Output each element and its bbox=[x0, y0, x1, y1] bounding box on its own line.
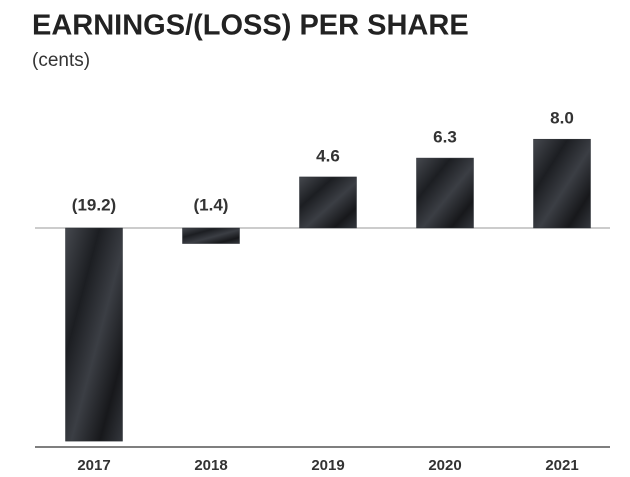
bar bbox=[533, 138, 591, 229]
data-label: (1.4) bbox=[194, 195, 229, 214]
x-tick-label: 2021 bbox=[545, 457, 578, 474]
data-label: (19.2) bbox=[72, 195, 116, 214]
bar bbox=[65, 227, 123, 442]
data-label: 4.6 bbox=[316, 146, 340, 165]
bar bbox=[416, 157, 474, 229]
bar bbox=[299, 176, 357, 229]
x-tick-label: 2019 bbox=[311, 457, 344, 474]
data-label: 6.3 bbox=[433, 128, 457, 147]
chart-subtitle: (cents) bbox=[32, 50, 90, 71]
data-label: 8.0 bbox=[550, 109, 574, 128]
chart-title: EARNINGS/(LOSS) PER SHARE bbox=[32, 10, 469, 42]
x-tick-label: 2018 bbox=[194, 457, 227, 474]
x-tick-label: 2020 bbox=[428, 457, 461, 474]
bar bbox=[182, 227, 240, 244]
x-tick-label: 2017 bbox=[77, 457, 110, 474]
